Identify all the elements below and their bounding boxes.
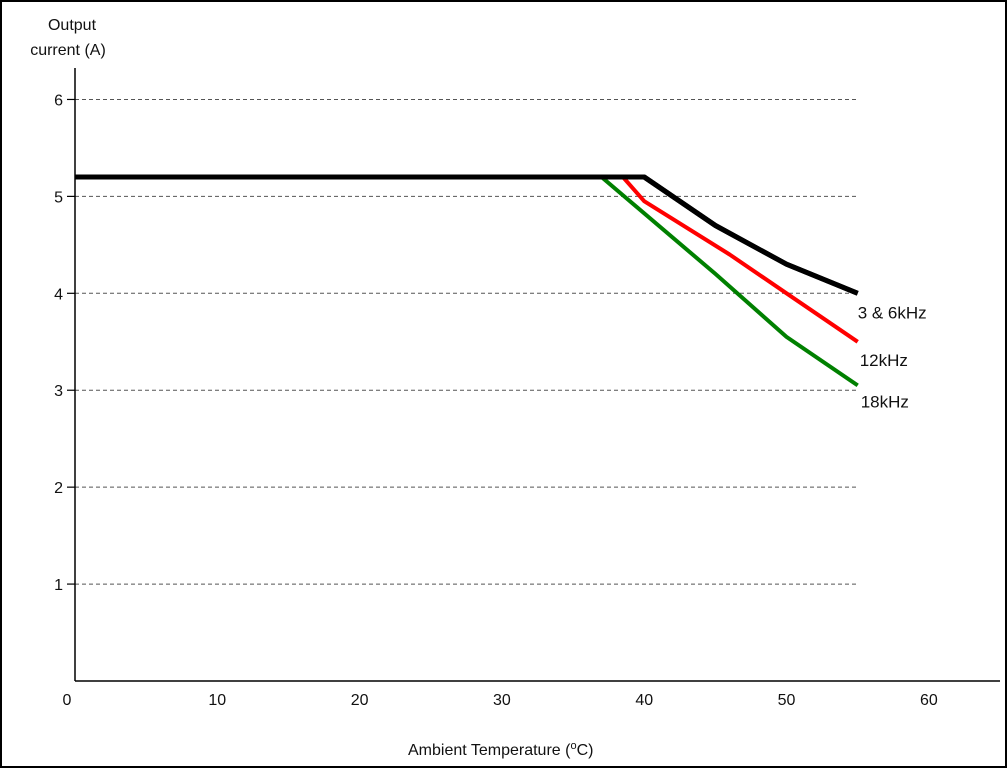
x-axis-title: Ambient Temperature (oC) [408,740,593,759]
series-line-1 [75,175,859,344]
axes [67,68,1000,682]
x-tick-label-0: 0 [63,692,72,709]
series-lines [75,174,859,388]
series-line-2 [75,175,859,388]
x-tick-label-20: 20 [351,692,369,709]
x-axis-title-unit: C) [577,742,594,759]
x-tick-label-60: 60 [920,692,938,709]
x-axis-title-main: Ambient Temperature ( [408,742,571,759]
x-tick-label-10: 10 [208,692,226,709]
series-line-0 [75,174,859,296]
x-axis-title-degree: o [570,740,576,752]
series-line-0-top [75,174,859,296]
series-label-1: 12kHz [860,351,908,370]
grid-lines [75,98,858,585]
y-tick-label-1: 1 [54,577,63,594]
x-tick-label-50: 50 [778,692,796,709]
y-tick-label-3: 3 [54,383,63,400]
series-label-0: 3 & 6kHz [858,303,927,322]
y-axis-title-line1: Output [48,17,97,34]
y-tick-label-4: 4 [54,286,63,303]
x-tick-label-30: 30 [493,692,511,709]
y-tick-label-2: 2 [54,480,63,497]
y-tick-label-5: 5 [54,189,63,206]
series-label-2: 18kHz [861,392,909,411]
x-tick-label-40: 40 [635,692,653,709]
y-tick-label-6: 6 [54,92,63,109]
y-axis-title-line2: current (A) [30,42,106,59]
